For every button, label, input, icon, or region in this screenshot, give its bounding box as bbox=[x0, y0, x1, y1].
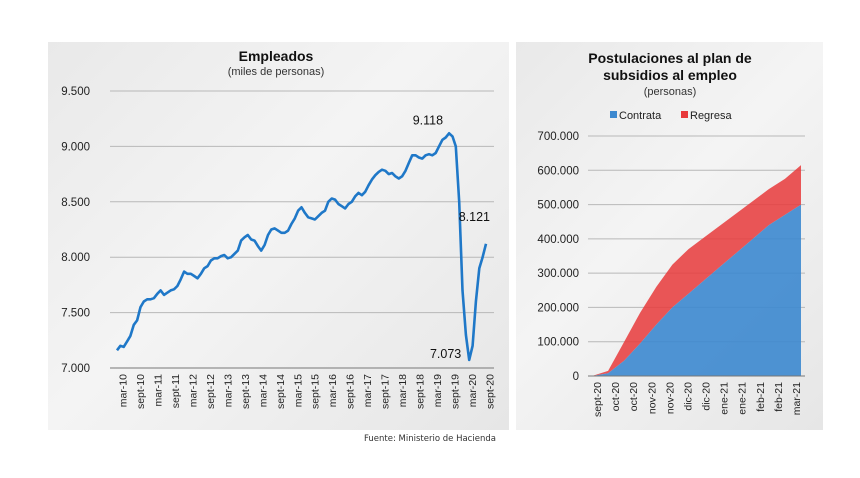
x-tick-label: feb-21 bbox=[773, 382, 785, 412]
x-tick-label: sept-15 bbox=[310, 374, 322, 409]
y-tick-label: 700.000 bbox=[537, 131, 579, 143]
legend-label-contrata: Contrata bbox=[619, 110, 662, 122]
x-tick-label: sept-10 bbox=[135, 374, 147, 409]
x-tick-label: nov-20 bbox=[664, 382, 676, 414]
y-tick-label: 600.000 bbox=[537, 165, 579, 177]
series-line-empleados bbox=[115, 132, 488, 362]
x-tick-label: mar-18 bbox=[397, 374, 409, 407]
x-tick-label: mar-15 bbox=[292, 374, 304, 407]
x-tick-label: sept-16 bbox=[345, 374, 357, 409]
x-tick-label: mar-10 bbox=[118, 374, 130, 407]
x-tick-label: sept-20 bbox=[484, 374, 496, 409]
x-tick-label: ene-21 bbox=[737, 382, 749, 415]
x-tick-label: mar-11 bbox=[153, 374, 165, 407]
x-tick-label: oct-20 bbox=[628, 382, 640, 411]
chart-subtitle: (miles de personas) bbox=[228, 66, 325, 78]
x-tick-label: feb-21 bbox=[755, 382, 767, 412]
y-tick-label: 8.000 bbox=[61, 252, 90, 264]
y-tick-label: 200.000 bbox=[537, 302, 579, 314]
y-tick-label: 8.500 bbox=[61, 197, 90, 209]
x-tick-label: mar-21 bbox=[791, 382, 803, 415]
x-tick-label: sept-18 bbox=[414, 374, 426, 409]
x-tick-label: sept-20 bbox=[592, 382, 604, 417]
annotation-max: 9.118 bbox=[413, 113, 443, 127]
legend-swatch-regresa bbox=[681, 111, 688, 118]
x-tick-label: sept-12 bbox=[205, 374, 217, 409]
x-tick-label: sept-14 bbox=[275, 374, 287, 409]
x-tick-label: sept-13 bbox=[240, 374, 252, 409]
x-tick-label: mar-12 bbox=[188, 374, 200, 407]
y-tick-label: 9.000 bbox=[61, 141, 90, 153]
y-tick-label: 0 bbox=[573, 371, 579, 383]
y-tick-label: 9.500 bbox=[61, 86, 90, 98]
legend-swatch-contrata bbox=[610, 111, 617, 118]
y-tick-label: 500.000 bbox=[537, 200, 579, 212]
x-tick-label: dic-20 bbox=[682, 382, 694, 411]
annotation-min: 7.073 bbox=[430, 347, 461, 361]
x-tick-label: sept-17 bbox=[380, 374, 392, 409]
y-tick-label: 100.000 bbox=[537, 337, 579, 349]
series-area-regresa bbox=[592, 165, 801, 376]
series-area-contrata bbox=[592, 204, 801, 376]
y-tick-label: 400.000 bbox=[537, 234, 579, 246]
y-tick-label: 7.000 bbox=[61, 363, 90, 375]
chart-subtitle: (personas) bbox=[644, 86, 697, 98]
chart-title-line-2: subsidios al empleo bbox=[603, 67, 737, 83]
x-tick-label: mar-13 bbox=[222, 374, 234, 407]
x-tick-label: dic-20 bbox=[701, 382, 713, 411]
postulaciones-chart-panel: Postulaciones al plan de subsidios al emp… bbox=[516, 42, 823, 430]
annotation-last: 8.121 bbox=[459, 210, 490, 224]
x-tick-label: mar-19 bbox=[432, 374, 444, 407]
x-tick-label: mar-14 bbox=[257, 374, 269, 407]
x-tick-label: nov-20 bbox=[646, 382, 658, 414]
source-note: Fuente: Ministerio de Hacienda bbox=[364, 434, 496, 444]
x-tick-label: mar-16 bbox=[327, 374, 339, 407]
chart-title-line-1: Postulaciones al plan de bbox=[588, 50, 752, 66]
empleados-chart-panel: Empleados (miles de personas) 7.000 7.500 8.… bbox=[48, 42, 509, 430]
empleados-chart: Empleados (miles de personas) 7.000 7.500 8.… bbox=[61, 48, 496, 409]
x-tick-label: mar-20 bbox=[467, 374, 479, 407]
x-tick-label: oct-20 bbox=[610, 382, 622, 411]
x-tick-label: ene-21 bbox=[719, 382, 731, 415]
y-tick-label: 300.000 bbox=[537, 268, 579, 280]
x-tick-label: mar-17 bbox=[362, 374, 374, 407]
x-tick-label: sept-11 bbox=[170, 374, 182, 408]
chart-title: Empleados bbox=[239, 48, 314, 64]
legend-label-regresa: Regresa bbox=[690, 110, 732, 122]
y-tick-label: 7.500 bbox=[61, 308, 90, 320]
x-tick-label: sept-19 bbox=[449, 374, 461, 409]
